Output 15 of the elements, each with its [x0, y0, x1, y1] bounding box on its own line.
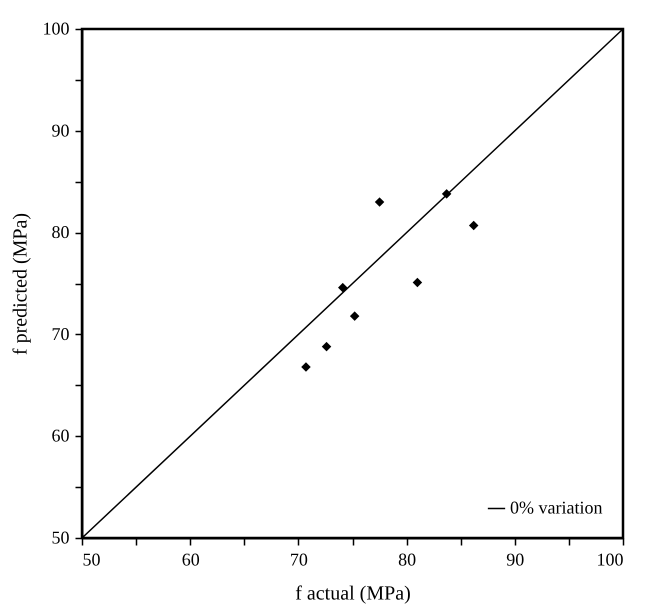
legend-label: 0% variation	[510, 498, 602, 518]
x-tick-label: 70	[290, 550, 308, 570]
x-tick-label: 90	[506, 550, 524, 570]
x-tick-label: 60	[182, 550, 200, 570]
x-tick-label: 80	[398, 550, 416, 570]
y-tick-label: 70	[52, 324, 70, 344]
y-tick-label: 60	[52, 426, 70, 446]
y-tick-label: 100	[42, 18, 70, 38]
y-tick-label: 50	[52, 528, 70, 548]
x-tick-label: 100	[596, 550, 624, 570]
x-tick-label: 50	[82, 550, 100, 570]
y-axis-title: f predicted (MPa)	[10, 212, 32, 356]
y-tick-label: 90	[52, 120, 70, 140]
y-tick-label: 80	[52, 222, 70, 242]
x-axis-title: f actual (MPa)	[295, 582, 411, 604]
